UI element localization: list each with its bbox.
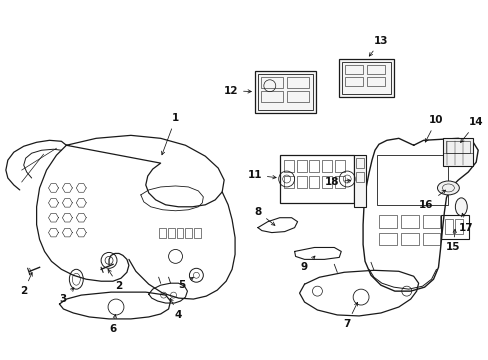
Bar <box>345 77 362 86</box>
Bar <box>260 91 282 102</box>
Bar <box>355 172 364 182</box>
Bar <box>286 77 308 88</box>
Bar <box>345 65 362 74</box>
Text: 11: 11 <box>247 170 276 180</box>
Text: 2: 2 <box>20 273 32 296</box>
Bar <box>279 155 353 203</box>
Bar <box>185 228 192 238</box>
Text: 13: 13 <box>368 36 387 56</box>
Text: 14: 14 <box>468 117 483 127</box>
Bar <box>286 91 308 102</box>
Bar <box>378 233 396 246</box>
Bar <box>376 155 447 205</box>
Bar <box>400 215 418 228</box>
Bar <box>322 160 332 172</box>
Bar <box>445 219 452 234</box>
Bar <box>441 215 468 239</box>
Bar <box>309 160 319 172</box>
Bar <box>257 74 313 109</box>
Bar <box>422 233 440 246</box>
Text: 12: 12 <box>223 86 251 96</box>
Text: 15: 15 <box>445 229 460 252</box>
Text: 17: 17 <box>458 213 472 233</box>
Bar <box>366 65 384 74</box>
Bar <box>296 160 306 172</box>
Bar <box>422 215 440 228</box>
Bar <box>443 138 472 166</box>
Bar <box>400 233 418 246</box>
Bar <box>355 158 364 168</box>
Bar <box>378 215 396 228</box>
Text: 5: 5 <box>178 277 193 290</box>
Bar <box>194 228 201 238</box>
Text: 16: 16 <box>418 190 445 210</box>
Bar <box>335 176 345 188</box>
Bar <box>283 176 293 188</box>
Bar <box>335 160 345 172</box>
Text: 2: 2 <box>108 269 122 291</box>
Bar <box>158 228 165 238</box>
Text: 7: 7 <box>343 302 357 329</box>
Text: 9: 9 <box>300 256 314 272</box>
Text: 18: 18 <box>324 177 350 187</box>
Bar <box>260 77 282 88</box>
Bar <box>446 141 469 153</box>
Bar <box>366 77 384 86</box>
Text: 6: 6 <box>109 315 117 334</box>
Bar <box>339 59 393 96</box>
Bar <box>342 62 390 94</box>
Text: 1: 1 <box>161 113 179 155</box>
Bar <box>353 155 366 207</box>
Text: 10: 10 <box>425 116 443 142</box>
Bar <box>167 228 174 238</box>
Bar <box>283 160 293 172</box>
Bar <box>176 228 183 238</box>
Ellipse shape <box>437 181 458 195</box>
Bar <box>309 176 319 188</box>
Ellipse shape <box>454 198 467 216</box>
Bar <box>254 71 316 113</box>
Text: 8: 8 <box>254 207 274 225</box>
Bar <box>296 176 306 188</box>
Text: 4: 4 <box>170 298 182 320</box>
Text: 3: 3 <box>60 288 74 304</box>
Bar <box>322 176 332 188</box>
Bar <box>454 219 462 234</box>
